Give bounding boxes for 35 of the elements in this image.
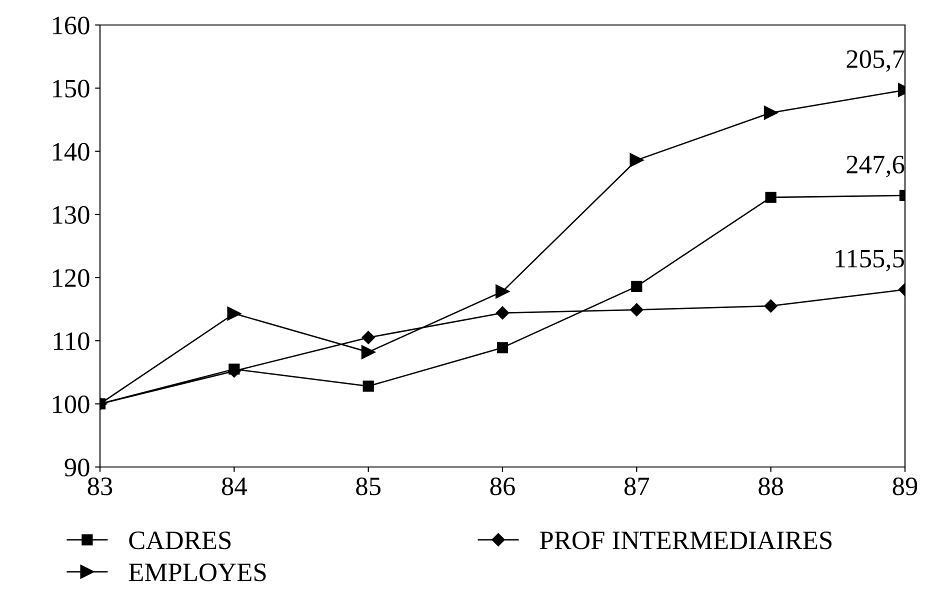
legend-label: CADRES: [129, 532, 231, 550]
point: [362, 330, 375, 344]
y-tick-label: 140: [53, 142, 90, 161]
x-tick-label: 83: [88, 477, 112, 496]
point: [764, 106, 778, 120]
x-tick-label: 86: [490, 477, 515, 496]
point: [228, 364, 240, 375]
point: [630, 303, 644, 316]
x-tick-label: 84: [222, 477, 247, 496]
point: [496, 306, 510, 320]
point: [227, 306, 242, 321]
point: [765, 192, 776, 203]
point: [362, 380, 374, 392]
point: [361, 345, 376, 360]
point: [630, 153, 644, 168]
x-tick-label: 88: [758, 477, 784, 496]
point: [764, 299, 778, 313]
legend-label: EMPLOYES: [128, 564, 266, 582]
point: [496, 284, 510, 298]
point: [631, 280, 642, 292]
y-tick-label: 110: [54, 332, 90, 350]
y-tick-label: 120: [53, 269, 90, 287]
y-tick-label: 90: [64, 458, 90, 476]
x-tick-label: 85: [356, 477, 380, 496]
y-tick-label: 100: [53, 395, 90, 414]
legend-label: PROF INTERMEDIAIRES: [540, 532, 832, 550]
point: [496, 342, 508, 354]
annotation: 247,6: [846, 156, 904, 178]
annotation: 205,7: [846, 50, 904, 72]
y-tick-label: 160: [53, 16, 90, 34]
annotation: 1155,5: [836, 250, 904, 272]
x-tick-label: 87: [624, 477, 650, 496]
x-tick-label: 89: [892, 477, 918, 496]
y-tick-label: 150: [53, 80, 90, 98]
y-tick-label: 130: [53, 206, 90, 224]
